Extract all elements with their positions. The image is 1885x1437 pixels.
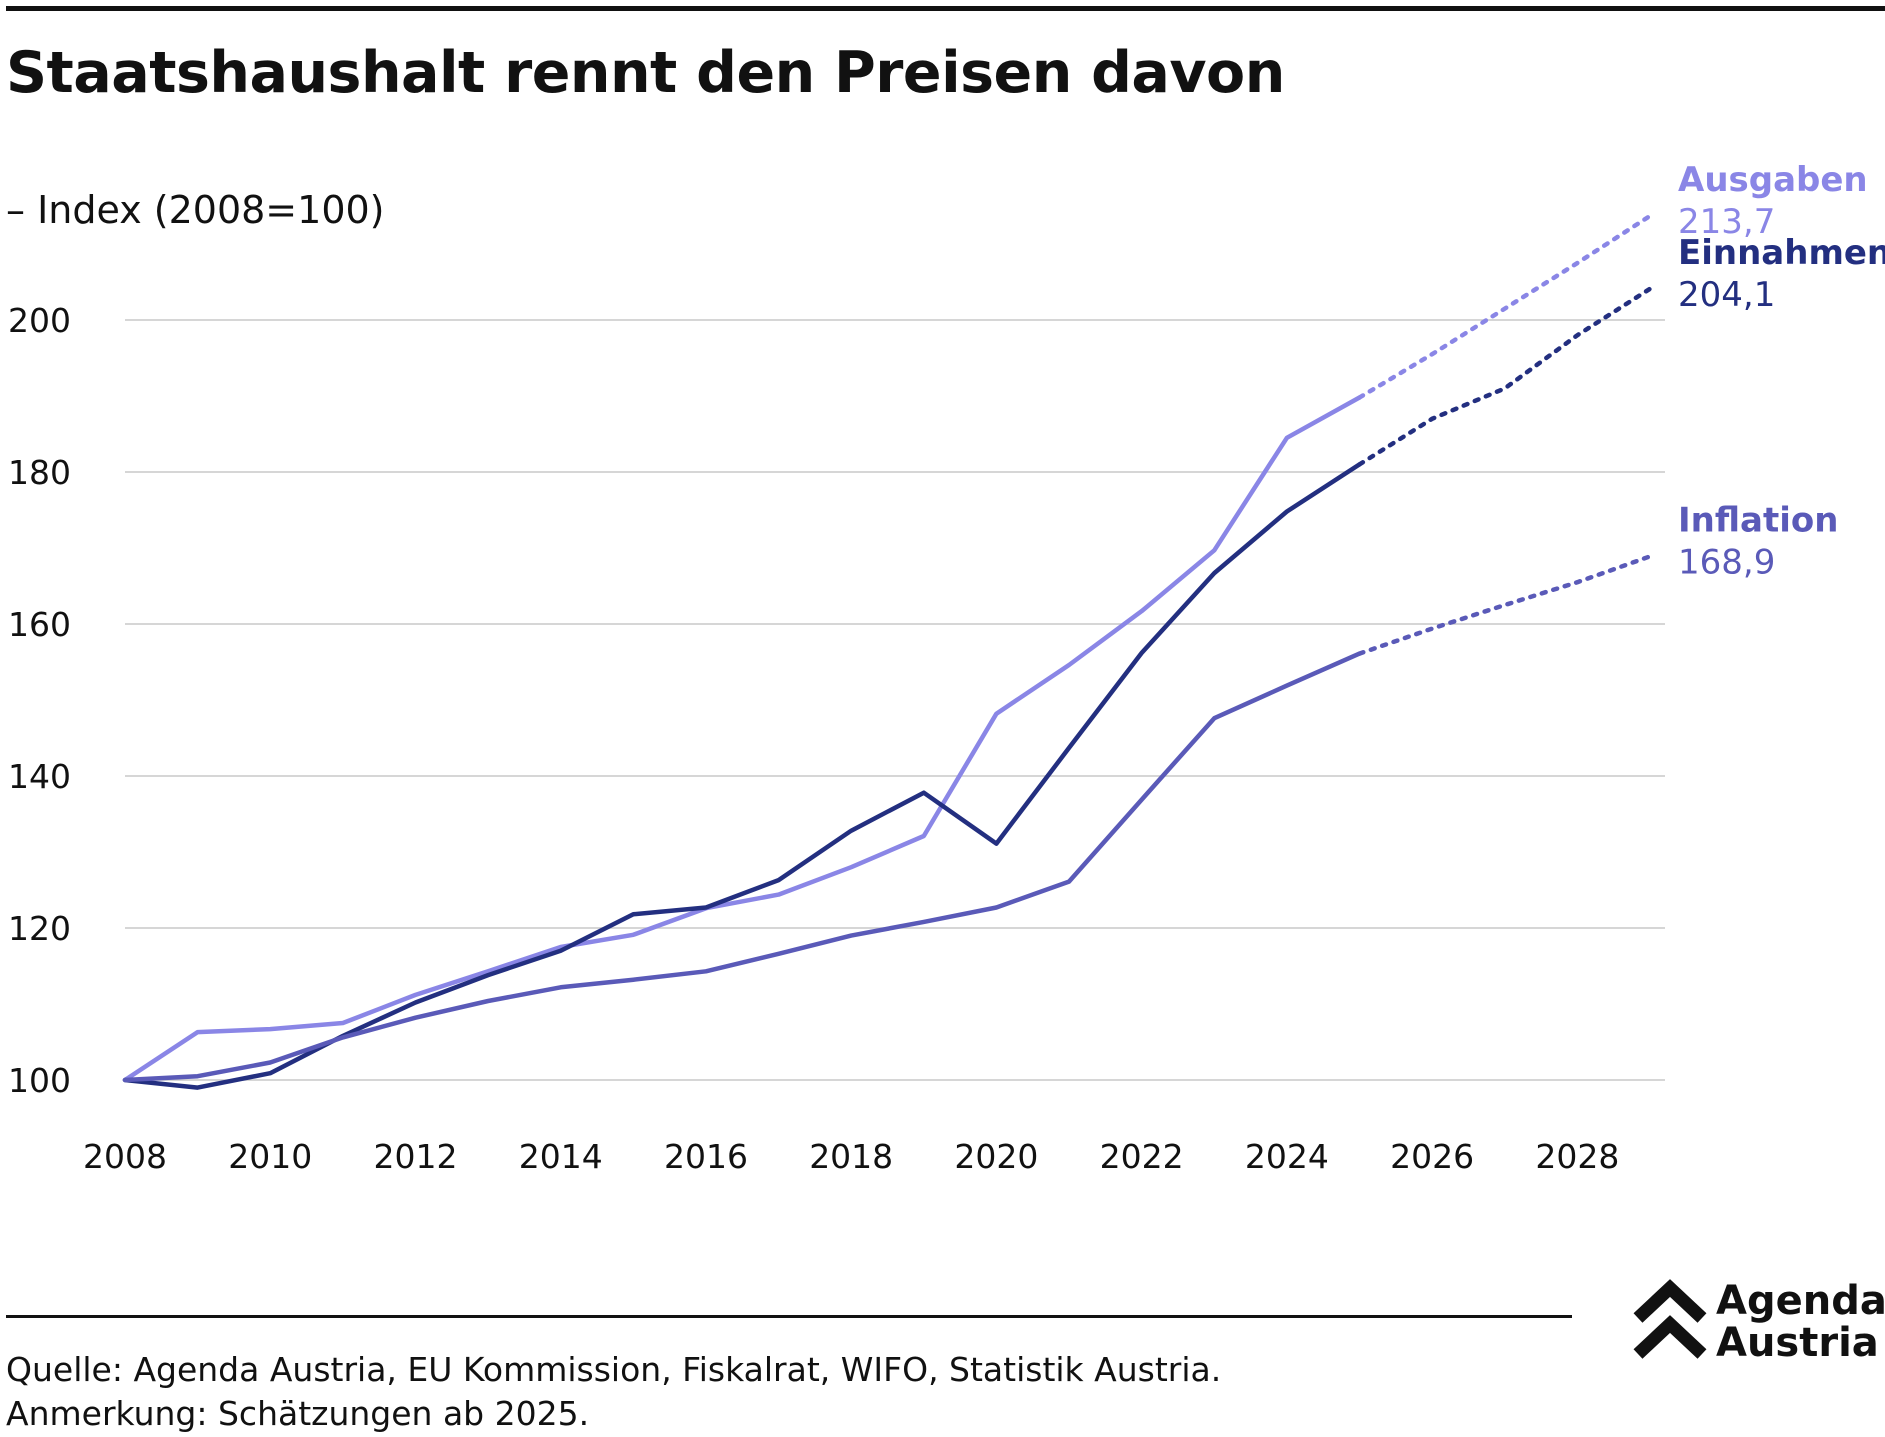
x-tick-label-2020: 2020: [954, 1137, 1038, 1176]
x-tick-label-2012: 2012: [373, 1137, 457, 1176]
y-tick-label-100: 100: [8, 1061, 71, 1100]
series-line-estimate-ausgaben: [1357, 213, 1653, 400]
series-label-ausgaben: Ausgaben: [1678, 160, 1868, 200]
x-tick-label-2016: 2016: [664, 1137, 748, 1176]
series-label-inflation: Inflation: [1678, 500, 1838, 540]
series-line-estimate-einnahmen: [1357, 286, 1653, 467]
series-lines: [122, 213, 1653, 1090]
x-tick-label-2010: 2010: [228, 1137, 312, 1176]
series-line-inflation: [122, 651, 1362, 1083]
x-tick-label-2028: 2028: [1535, 1137, 1619, 1176]
y-tick-label-120: 120: [8, 909, 71, 948]
y-axis-ticks: 100 120 140 160 180 200: [8, 301, 71, 1100]
remark-note: Anmerkung: Schätzungen ab 2025.: [6, 1394, 590, 1433]
axis-unit-label: – Index (2008=100): [6, 188, 385, 232]
gridlines: [125, 319, 1665, 1081]
x-tick-label-2018: 2018: [809, 1137, 893, 1176]
chart-title: Staatshaushalt rennt den Preisen davon: [6, 40, 1285, 106]
y-tick-label-200: 200: [8, 301, 71, 340]
logo-line-2: Austria: [1716, 1320, 1879, 1366]
series-value-einnahmen: 204,1: [1678, 275, 1775, 315]
series-line-ausgaben: [122, 395, 1362, 1083]
top-rule: [6, 6, 1885, 11]
x-tick-label-2026: 2026: [1390, 1137, 1474, 1176]
x-tick-label-2014: 2014: [519, 1137, 603, 1176]
series-line-estimate-inflation: [1357, 554, 1653, 656]
series-label-einnahmen: Einnahmen: [1678, 233, 1885, 273]
series-value-inflation: 168,9: [1678, 542, 1775, 582]
footer-rule: [6, 1315, 1572, 1318]
x-tick-label-2008: 2008: [83, 1137, 167, 1176]
logo-line-1: Agenda: [1716, 1278, 1885, 1324]
series-value-ausgaben: 213,7: [1678, 202, 1775, 242]
source-note: Quelle: Agenda Austria, EU Kommission, F…: [6, 1350, 1222, 1389]
logo-wordmark: Agenda Austria: [1716, 1280, 1885, 1364]
x-tick-label-2022: 2022: [1100, 1137, 1184, 1176]
double-chevron-up-icon: [1633, 1279, 1707, 1359]
x-tick-label-2024: 2024: [1245, 1137, 1329, 1176]
y-tick-label-160: 160: [8, 605, 71, 644]
agenda-austria-logo: Agenda Austria: [1630, 1278, 1885, 1388]
y-tick-label-180: 180: [8, 453, 71, 492]
y-tick-label-140: 140: [8, 757, 71, 796]
x-axis-ticks: 2008 2010 2012 2014 2016 2018 2020 2022 2024 2026…: [83, 1137, 1619, 1176]
